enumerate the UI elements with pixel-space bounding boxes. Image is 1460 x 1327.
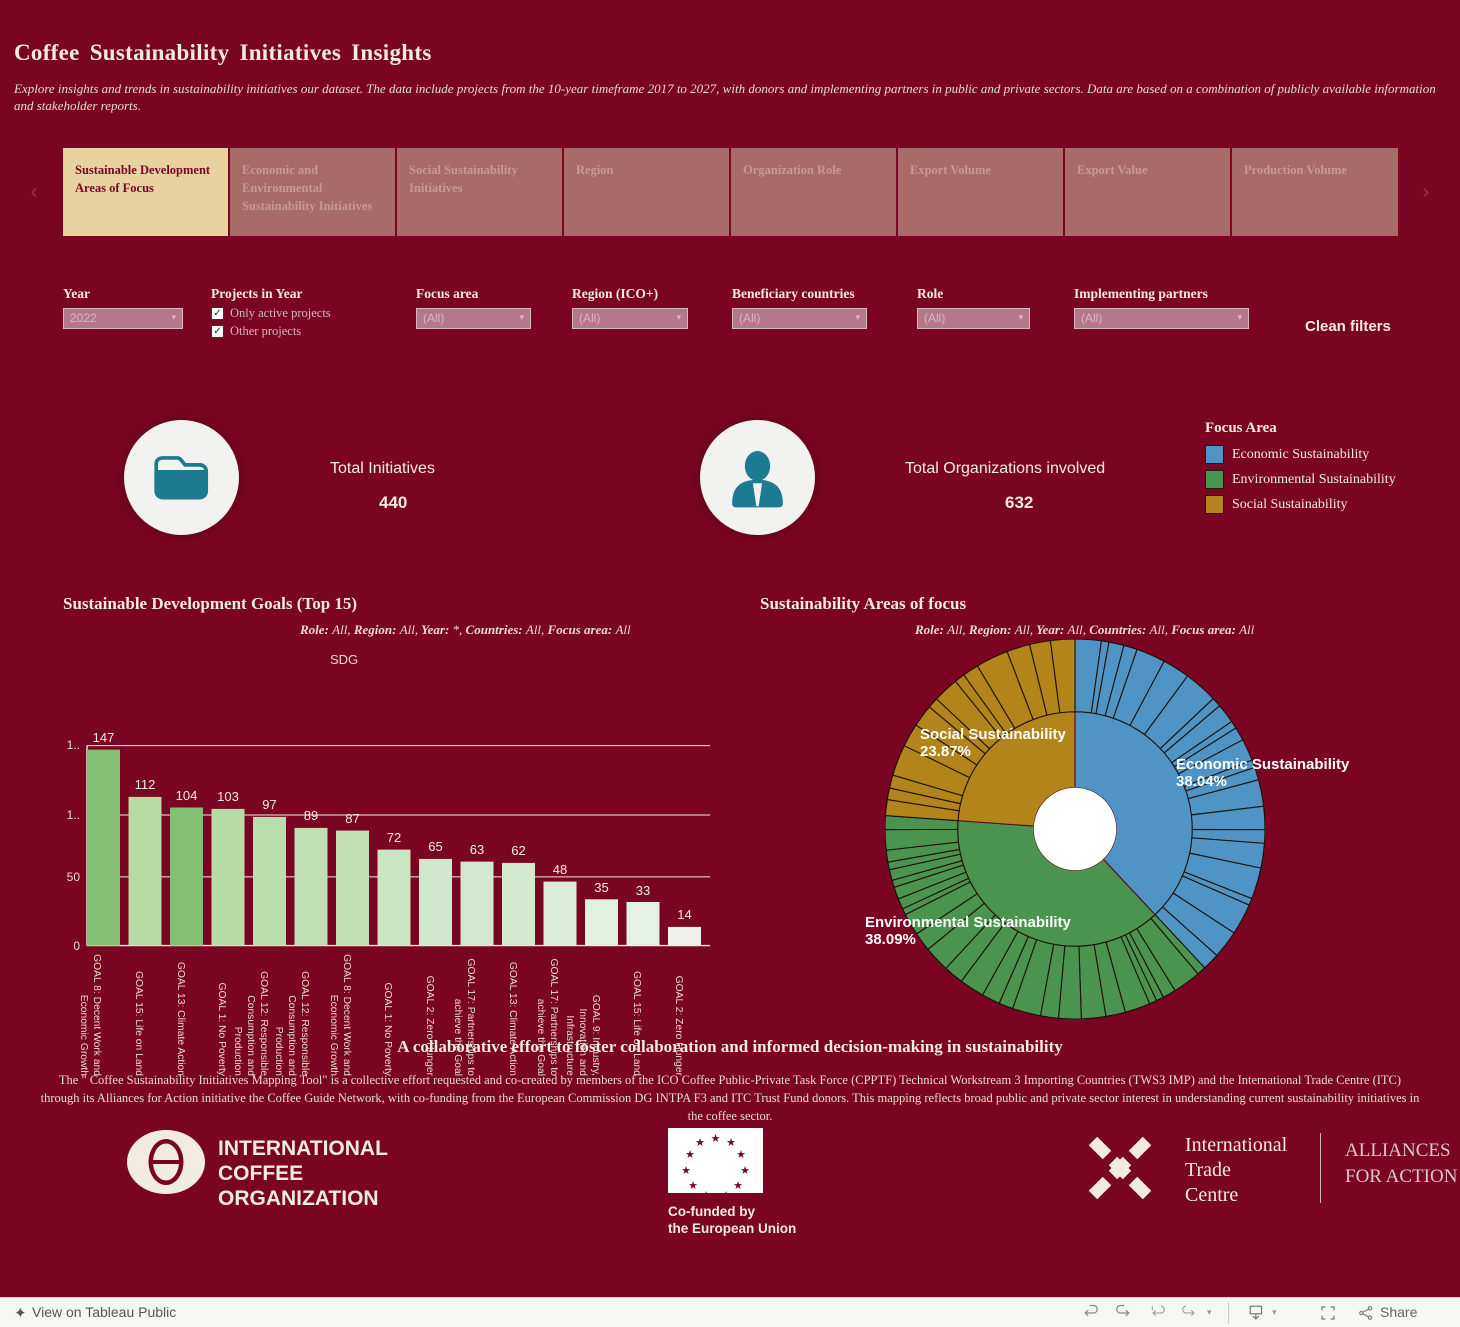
svg-text:★: ★ bbox=[736, 1149, 746, 1161]
svg-text:1..: 1.. bbox=[67, 738, 80, 752]
svg-text:63: 63 bbox=[470, 842, 484, 857]
svg-text:62: 62 bbox=[511, 843, 525, 858]
svg-text:★: ★ bbox=[740, 1165, 750, 1177]
svg-text:★: ★ bbox=[726, 1137, 736, 1149]
svg-text:14: 14 bbox=[677, 907, 691, 922]
svg-text:★: ★ bbox=[685, 1149, 695, 1161]
svg-text:112: 112 bbox=[135, 777, 156, 792]
svg-text:★: ★ bbox=[721, 1190, 731, 1193]
svg-text:35: 35 bbox=[594, 880, 608, 895]
svg-text:87: 87 bbox=[345, 811, 359, 826]
svg-text:89: 89 bbox=[304, 808, 318, 823]
svg-text:★: ★ bbox=[688, 1180, 698, 1192]
svg-text:★: ★ bbox=[695, 1137, 705, 1149]
svg-text:★: ★ bbox=[711, 1133, 721, 1145]
svg-text:104: 104 bbox=[176, 788, 198, 803]
svg-text:33: 33 bbox=[636, 883, 650, 898]
svg-text:72: 72 bbox=[387, 830, 401, 845]
svg-text:50: 50 bbox=[67, 870, 81, 884]
svg-text:★: ★ bbox=[733, 1180, 743, 1192]
svg-text:★: ★ bbox=[701, 1190, 711, 1193]
svg-text:★: ★ bbox=[681, 1165, 691, 1177]
svg-text:65: 65 bbox=[428, 839, 442, 854]
svg-text:103: 103 bbox=[217, 789, 239, 804]
svg-text:48: 48 bbox=[553, 862, 567, 877]
svg-text:97: 97 bbox=[262, 797, 276, 812]
svg-text:147: 147 bbox=[93, 730, 115, 745]
svg-text:1..: 1.. bbox=[67, 808, 80, 822]
